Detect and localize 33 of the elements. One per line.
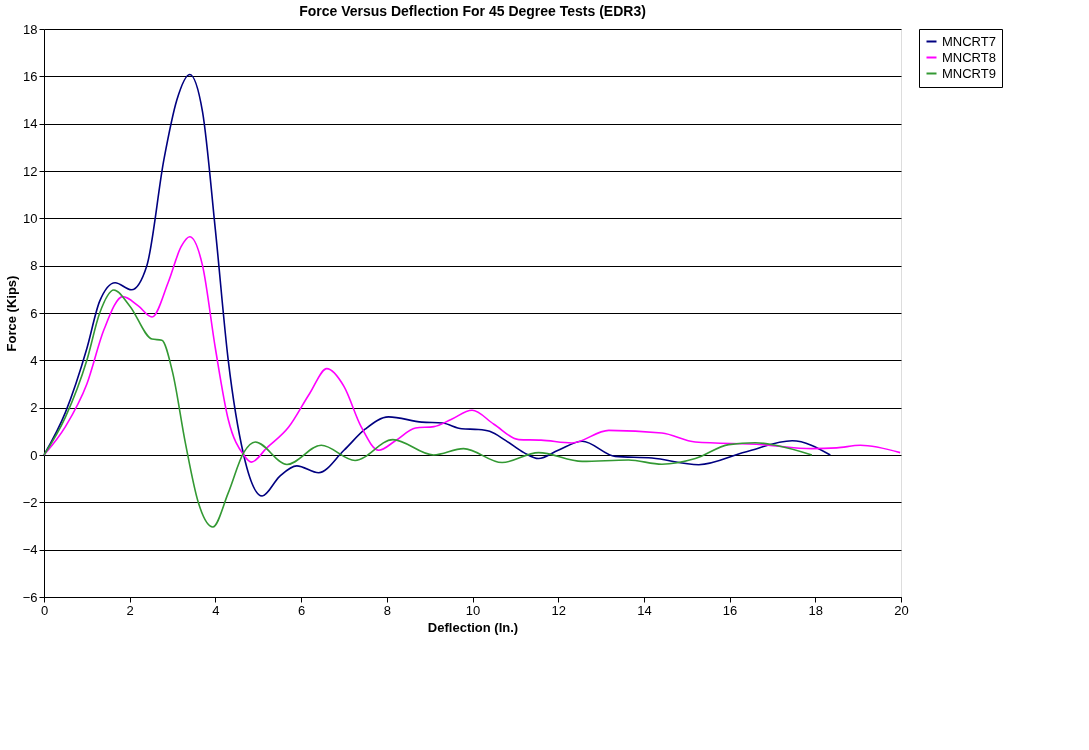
x-tick-label: 18 (808, 602, 824, 618)
x-tick-label: 12 (551, 602, 566, 618)
y-tick-label: 2 (30, 400, 38, 416)
y-tick-label: 12 (23, 163, 38, 179)
line-series (43, 73, 832, 497)
line-series (43, 235, 901, 463)
line-series (43, 289, 813, 528)
y-tick-label: 10 (23, 210, 38, 226)
x-tick-label: 2 (126, 602, 134, 618)
x-tick-label: 6 (297, 602, 306, 618)
y-tick-label: 14 (23, 116, 38, 132)
legend-label: MNCRT8 (942, 49, 996, 65)
x-tick-label: 4 (212, 602, 220, 618)
y-tick-label: 6 (30, 305, 38, 321)
y-tick-label: −4 (22, 542, 38, 558)
y-tick-label: 0 (30, 447, 38, 463)
y-tick-label: −6 (22, 589, 38, 605)
legend-label: MNCRT7 (942, 33, 996, 49)
chart-title: Force Versus Deflection For 45 Degree Tests (EDR3) (299, 3, 646, 19)
legend-label: MNCRT9 (942, 65, 996, 81)
x-tick-label: 20 (894, 602, 909, 618)
x-axis-title: Deflection (In.) (427, 619, 519, 635)
x-tick-label: 14 (637, 602, 652, 618)
y-tick-label: −2 (22, 494, 38, 510)
y-tick-label: 8 (30, 258, 38, 274)
y-tick-label: 4 (30, 352, 38, 368)
x-tick-label: 10 (465, 602, 481, 618)
y-tick-label: 18 (23, 21, 38, 37)
y-tick-label: 16 (23, 68, 38, 84)
x-tick-label: 16 (722, 602, 738, 618)
x-tick-label: 8 (383, 602, 391, 618)
y-axis-title: Force (Kips) (3, 275, 19, 352)
x-tick-label: 0 (40, 602, 49, 618)
